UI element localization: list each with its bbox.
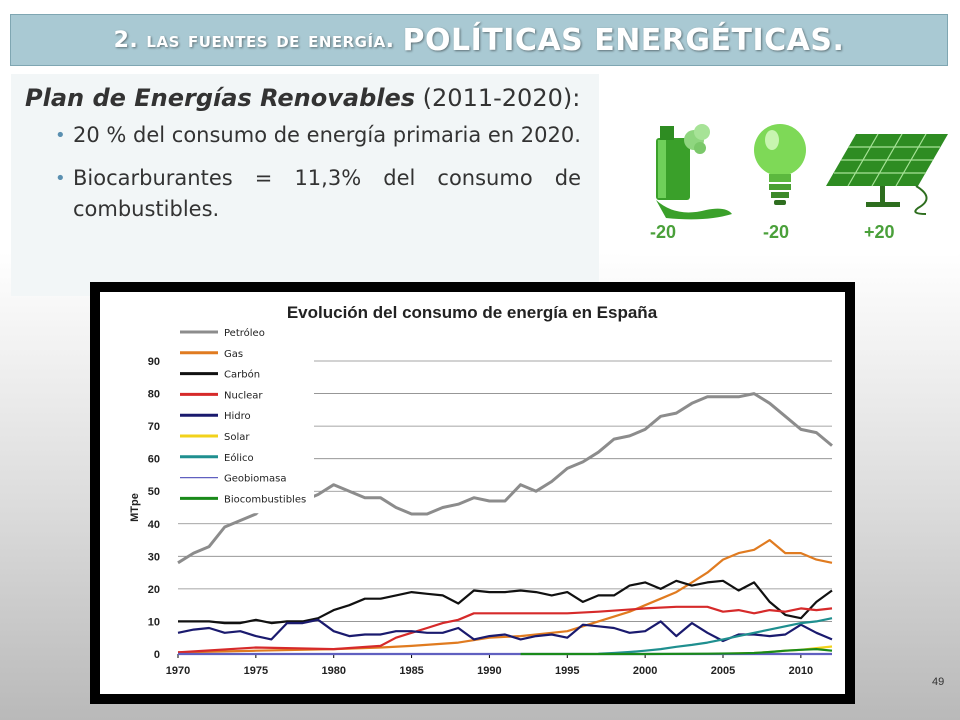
bullet-item: • Biocarburantes = 11,3% del consumo de c… <box>55 163 585 225</box>
legend-entry: Solar <box>224 432 250 443</box>
x-tick-label: 2010 <box>789 665 813 677</box>
plan-heading: Plan de Energías Renovables (2011-2020): <box>25 84 585 112</box>
y-tick-label: 40 <box>148 519 160 531</box>
light-bulb-icon <box>754 124 806 205</box>
x-tick-label: 2005 <box>711 665 735 677</box>
chart-title: Evolución del consumo de energía en Espa… <box>287 303 658 322</box>
legend-entry: Carbón <box>224 369 260 381</box>
x-tick-label: 1980 <box>321 665 345 677</box>
legend-entry: Petróleo <box>224 327 265 339</box>
legend-background <box>176 324 314 514</box>
series-line-gas <box>177 539 833 654</box>
x-tick-label: 1995 <box>555 665 579 677</box>
series-line-eólico <box>598 617 833 655</box>
plan-heading-italic: Plan de Energías Renovables <box>25 84 416 112</box>
legend-entry: Hidro <box>224 411 251 422</box>
x-tick-label: 1970 <box>166 665 190 677</box>
series-line-carbón <box>178 579 833 625</box>
y-tick-label: 50 <box>148 486 160 498</box>
slide-title-section: 2. las fuentes de energía. <box>113 27 395 53</box>
y-tick-label: 30 <box>148 551 160 563</box>
bullet-list: • 20 % del consumo de energía primaria en… <box>25 120 585 225</box>
slide-title-bar: 2. las fuentes de energía. POLÍTICAS ENE… <box>10 14 948 66</box>
series-line-hidro <box>177 618 833 643</box>
legend-entry: Nuclear <box>224 390 263 401</box>
legend-entry: Gas <box>224 349 243 360</box>
energy-consumption-chart: Evolución del consumo de energía en Espa… <box>129 303 833 677</box>
legend-entry: Biocombustibles <box>224 494 306 505</box>
y-tick-label: 90 <box>148 356 160 368</box>
bullet-text: 20 % del consumo de energía primaria en … <box>73 123 581 147</box>
x-tick-label: 2000 <box>633 665 657 677</box>
energy-icons-panel: -20 -20 +20 <box>630 114 958 256</box>
y-tick-label: 20 <box>148 584 160 596</box>
series-line-nuclear <box>177 605 833 654</box>
x-tick-label: 1985 <box>399 665 423 677</box>
bullet-dot-icon: • <box>55 125 66 146</box>
plan-heading-years: (2011-2020): <box>415 84 581 112</box>
legend-entry: Geobiomasa <box>224 474 286 485</box>
content-text-box: Plan de Energías Renovables (2011-2020):… <box>11 74 599 296</box>
bullet-text: Biocarburantes = 11,3% del consumo de co… <box>73 166 581 221</box>
legend-entry: Eólico <box>224 452 254 464</box>
y-tick-label: 70 <box>148 421 160 433</box>
efficiency-reduction-label: -20 <box>763 222 790 242</box>
series-line-biocombustibles <box>520 648 833 656</box>
page-number: 49 <box>932 676 945 688</box>
solar-panel-icon <box>826 133 948 215</box>
slide-title-main: POLÍTICAS ENERGÉTICAS. <box>402 22 845 58</box>
bullet-dot-icon: • <box>55 168 66 189</box>
renewables-increase-label: +20 <box>864 222 895 242</box>
chart-area: Evolución del consumo de energía en Espa… <box>100 292 845 694</box>
y-tick-label: 80 <box>148 389 160 401</box>
y-axis-label: MTpe <box>129 493 141 522</box>
y-tick-label: 60 <box>148 454 160 466</box>
chart-frame: Evolución del consumo de energía en Espa… <box>90 282 855 704</box>
fuel-reduction-label: -20 <box>650 222 677 242</box>
bullet-item: • 20 % del consumo de energía primaria en… <box>55 120 585 151</box>
y-tick-label: 0 <box>154 649 160 661</box>
x-tick-label: 1990 <box>477 665 501 677</box>
y-tick-label: 10 <box>148 616 160 628</box>
fuel-can-icon <box>656 124 732 220</box>
x-tick-label: 1975 <box>244 665 268 677</box>
